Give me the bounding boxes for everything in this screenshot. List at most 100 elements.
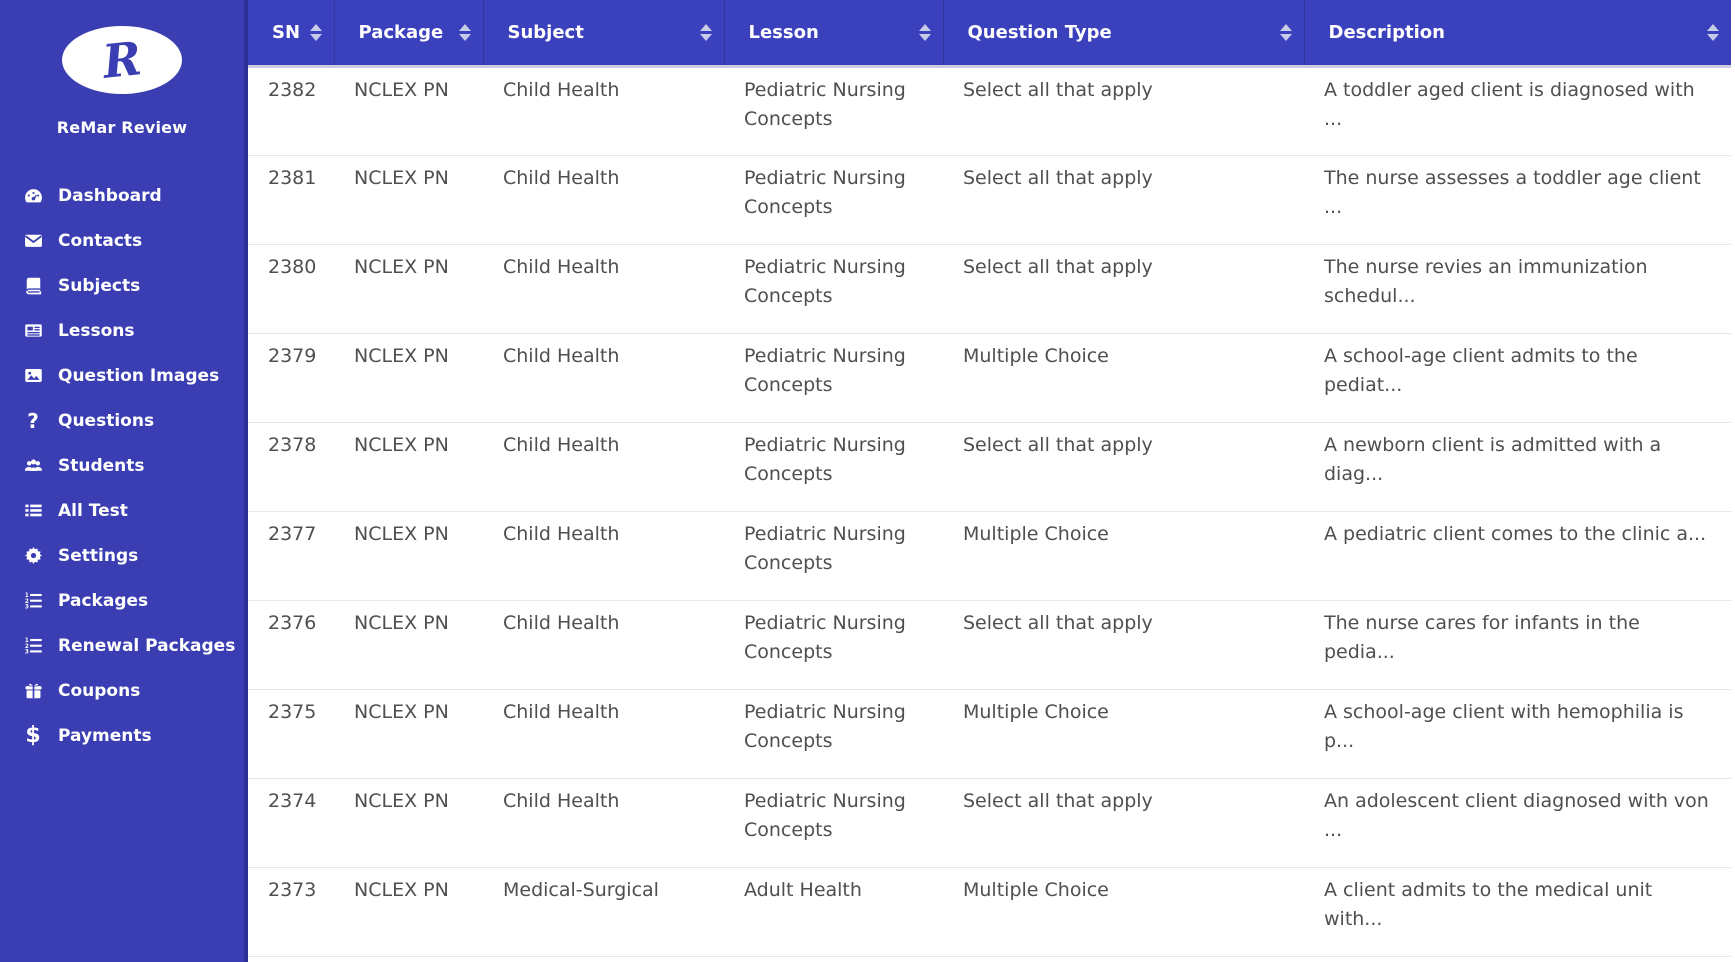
table-row[interactable]: 2382 NCLEX PN Child Health Pediatric Nursin… (248, 66, 1731, 156)
dashboard-icon (22, 186, 44, 205)
cell-sn: 2376 (248, 600, 334, 690)
cell-sn: 2381 (248, 155, 334, 245)
cell-question-type: Select all that apply (943, 66, 1304, 156)
table-row[interactable]: 2380 NCLEX PN Child Health Pediatric Nursin… (248, 244, 1731, 334)
cell-lesson: Pediatric Nursing Concepts (724, 511, 943, 601)
cell-sn: 2382 (248, 66, 334, 156)
cell-description: A toddler aged client is diagnosed with … (1304, 66, 1731, 156)
cell-question-type: Select all that apply (943, 422, 1304, 512)
cell-package: NCLEX PN (334, 155, 483, 245)
sidebar-item-label: Lessons (58, 320, 135, 341)
svg-text:3: 3 (24, 650, 28, 655)
sort-arrows-icon[interactable] (918, 23, 931, 41)
table-row[interactable]: 2374 NCLEX PN Child Health Pediatric Nursin… (248, 778, 1731, 868)
cell-sn: 2373 (248, 867, 334, 957)
table-row[interactable]: 2377 NCLEX PN Child Health Pediatric Nursin… (248, 511, 1731, 601)
gift-icon (22, 681, 44, 700)
users-icon (22, 456, 44, 475)
cell-description: A school-age client with hemophilia is p… (1304, 689, 1731, 779)
cell-description: The nurse revies an immunization schedul… (1304, 244, 1731, 334)
column-label: Question Type (967, 21, 1112, 43)
brand-logo-ellipse: R (62, 26, 182, 94)
column-header-sn[interactable]: SN (248, 0, 334, 68)
sidebar-item-renewal-packages[interactable]: 1 2 3 Renewal Packages (0, 623, 244, 668)
cell-question-type: Select all that apply (943, 778, 1304, 868)
envelope-icon (22, 231, 44, 250)
cell-subject: Child Health (483, 333, 724, 423)
sidebar-item-label: Question Images (58, 365, 220, 386)
cell-sn: 2377 (248, 511, 334, 601)
cell-lesson: Pediatric Nursing Concepts (724, 689, 943, 779)
sort-arrows-icon[interactable] (699, 23, 712, 41)
column-header-lesson[interactable]: Lesson (723, 0, 943, 68)
sort-arrows-icon[interactable] (1707, 23, 1719, 41)
column-label: Description (1328, 21, 1445, 43)
newspaper-icon (22, 321, 44, 340)
sidebar-item-packages[interactable]: 1 2 3 Packages (0, 578, 244, 623)
cell-description: A newborn client is admitted with a diag… (1304, 422, 1731, 512)
column-header-subject[interactable]: Subject (482, 0, 724, 68)
cell-package: NCLEX PN (334, 511, 483, 601)
table-row[interactable]: 2375 NCLEX PN Child Health Pediatric Nursin… (248, 689, 1731, 779)
sort-arrows-icon[interactable] (1279, 23, 1292, 41)
table-row[interactable]: 2378 NCLEX PN Child Health Pediatric Nursin… (248, 422, 1731, 512)
column-header-question-type[interactable]: Question Type (942, 0, 1304, 68)
cell-package: NCLEX PN (334, 333, 483, 423)
sidebar-item-lessons[interactable]: Lessons (0, 308, 244, 353)
cell-package: NCLEX PN (334, 778, 483, 868)
sort-arrows-icon[interactable] (458, 23, 471, 41)
sidebar-item-questions[interactable]: ? Questions (0, 398, 244, 443)
sort-arrows-icon[interactable] (310, 23, 323, 41)
sidebar-nav: Dashboard Contacts Subjects Lessons Question… (0, 173, 244, 758)
table-row[interactable]: 2379 NCLEX PN Child Health Pediatric Nursin… (248, 333, 1731, 423)
cell-sn: 2378 (248, 422, 334, 512)
table-row[interactable]: 2381 NCLEX PN Child Health Pediatric Nursin… (248, 155, 1731, 245)
sidebar-item-label: Coupons (58, 680, 141, 701)
cell-subject: Child Health (483, 600, 724, 690)
column-header-description[interactable]: Description (1303, 0, 1731, 68)
sidebar-item-label: Contacts (58, 230, 143, 251)
sidebar-item-all-test[interactable]: All Test (0, 488, 244, 533)
column-label: SN (272, 21, 301, 43)
cell-subject: Child Health (483, 511, 724, 601)
sidebar-item-label: All Test (58, 500, 128, 521)
cell-package: NCLEX PN (334, 867, 483, 957)
cell-sn: 2379 (248, 333, 334, 423)
image-icon (22, 366, 44, 385)
sidebar-item-contacts[interactable]: Contacts (0, 218, 244, 263)
table-header-row: SN Package Subject Lesson Question Type Descr… (248, 0, 1731, 68)
table-row[interactable]: 2376 NCLEX PN Child Health Pediatric Nursin… (248, 600, 1731, 690)
cell-description: A pediatric client comes to the clinic a… (1304, 511, 1731, 601)
sidebar-item-label: Packages (58, 590, 149, 611)
cell-subject: Medical-Surgical (483, 867, 724, 957)
brand-name: ReMar Review (56, 118, 188, 137)
cell-package: NCLEX PN (334, 600, 483, 690)
cell-subject: Child Health (483, 244, 724, 334)
cell-question-type: Select all that apply (943, 244, 1304, 334)
gear-icon (22, 546, 44, 565)
sidebar-item-question-images[interactable]: Question Images (0, 353, 244, 398)
column-label: Subject (507, 21, 584, 43)
cell-subject: Child Health (483, 155, 724, 245)
cell-sn: 2374 (248, 778, 334, 868)
cell-subject: Child Health (483, 422, 724, 512)
sidebar-item-settings[interactable]: Settings (0, 533, 244, 578)
table-row[interactable]: 2373 NCLEX PN Medical-Surgical Adult Health… (248, 867, 1731, 957)
cell-question-type: Multiple Choice (943, 689, 1304, 779)
sidebar-item-label: Payments (58, 725, 152, 746)
column-label: Lesson (748, 21, 819, 43)
sidebar-item-students[interactable]: Students (0, 443, 244, 488)
cell-lesson: Adult Health (724, 867, 943, 957)
sidebar-item-dashboard[interactable]: Dashboard (0, 173, 244, 218)
column-header-package[interactable]: Package (333, 0, 483, 68)
list-icon (22, 501, 44, 520)
sidebar-item-label: Settings (58, 545, 139, 566)
sidebar-item-payments[interactable]: $ Payments (0, 713, 244, 758)
sidebar-item-subjects[interactable]: Subjects (0, 263, 244, 308)
brand-logo[interactable]: R (0, 26, 244, 94)
cell-lesson: Pediatric Nursing Concepts (724, 155, 943, 245)
sidebar-item-coupons[interactable]: Coupons (0, 668, 244, 713)
cell-subject: Child Health (483, 66, 724, 156)
